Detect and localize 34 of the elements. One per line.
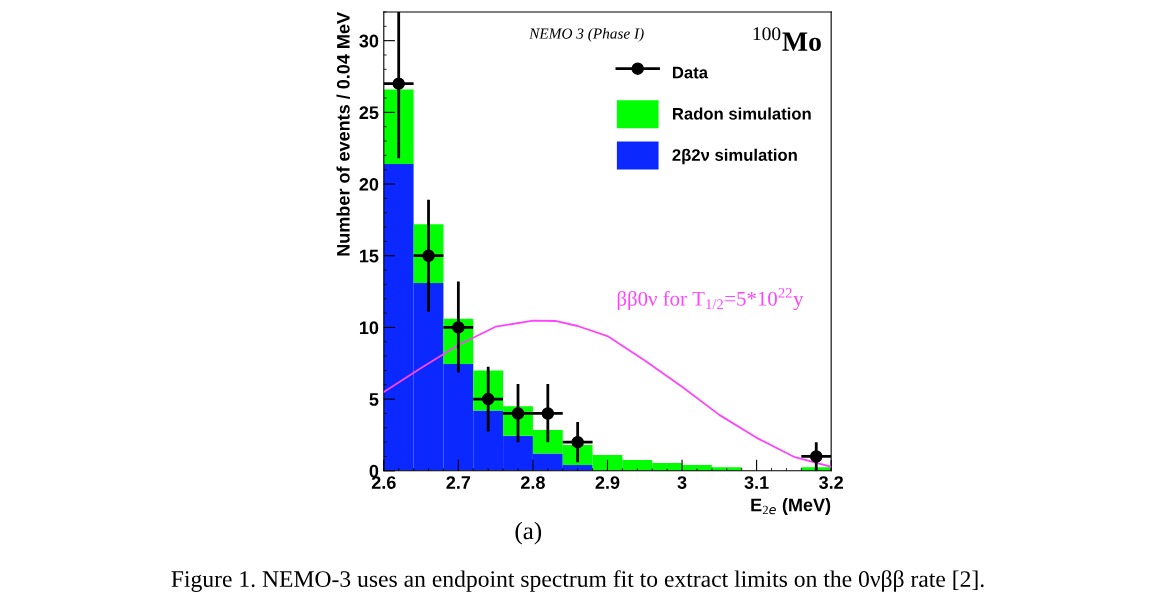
x-tick-label: 2.6 (371, 476, 396, 489)
point (571, 435, 584, 449)
legend-label: 2β2ν simulation (672, 148, 797, 165)
point (452, 321, 465, 334)
x-tick-label: 2.8 (520, 476, 545, 489)
x-tick-label: 2.9 (595, 476, 620, 489)
text: (a) (515, 521, 542, 545)
point (511, 407, 525, 420)
point (541, 407, 555, 420)
point (481, 392, 495, 406)
x-tick-label: 2.7 (446, 476, 471, 489)
y-tick-label: 15 (359, 249, 379, 263)
caption: Figure 1. NEMO-3 uses an endpoint spectrum fit to extract limits on the 0νββ rate [2]. (171, 570, 984, 592)
legend-label: Radon simulation (672, 107, 811, 120)
point (422, 249, 435, 262)
y-tick-label: 20 (359, 177, 379, 191)
y-tick-label: 10 (359, 321, 379, 335)
annotation: NEMO 3 (Phase I) (529, 27, 644, 42)
y-tick-label: 5 (369, 393, 379, 406)
x-tick-label: 3 (677, 476, 687, 489)
annotation: $^{100}$Mo (753, 27, 821, 51)
y-axis-title: Number of events / 0.04 MeV (336, 12, 350, 256)
y-tick-label: 30 (359, 34, 379, 48)
y-tick-label: 0 (369, 464, 379, 478)
point (392, 77, 405, 90)
line-series (383, 319, 832, 468)
x-axis-title: E$_{2e}$ (MeV) (751, 498, 831, 515)
x-tick-label: 3.2 (819, 476, 843, 489)
bar (383, 89, 414, 164)
point (810, 450, 823, 463)
legend-label: Data (672, 66, 709, 79)
series-label: ββ0ν for T$_{1/2}$=5*10$^{22}$y (617, 287, 804, 311)
y-tick-label: 25 (359, 106, 379, 120)
x-tick-label: 3.1 (744, 476, 769, 489)
